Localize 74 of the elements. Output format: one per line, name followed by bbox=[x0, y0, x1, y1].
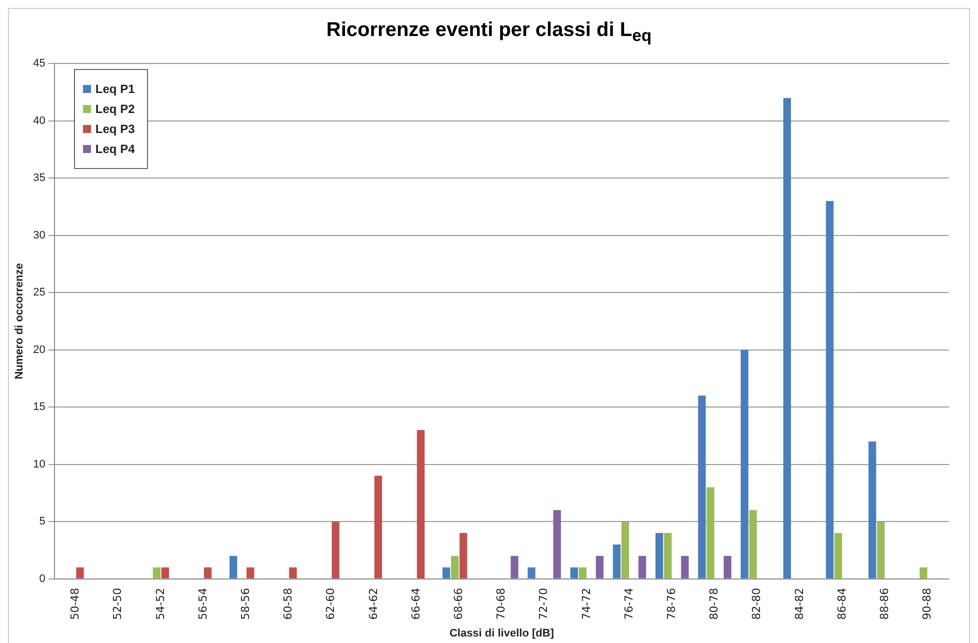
bar bbox=[289, 567, 297, 578]
bar bbox=[698, 396, 706, 578]
y-tick-label: 35 bbox=[33, 172, 46, 184]
bar bbox=[638, 556, 646, 578]
bar bbox=[664, 533, 672, 578]
y-tick-label: 15 bbox=[33, 401, 46, 414]
x-tick-label: 86-84 bbox=[835, 588, 848, 620]
legend-label: Leq P1 bbox=[95, 82, 135, 96]
x-axis-title: Classi di livello [dB] bbox=[449, 627, 554, 640]
bar bbox=[749, 510, 757, 578]
bar bbox=[920, 567, 928, 578]
chart-title: Ricorrenze eventi per classi di L$_{eq}$ bbox=[325, 18, 653, 47]
x-tick-label: 60-58 bbox=[282, 588, 295, 620]
x-tick-label: 82-80 bbox=[750, 588, 764, 620]
x-tick-label: 68-66 bbox=[452, 588, 465, 620]
x-tick-label: 64-62 bbox=[366, 588, 380, 620]
legend-label: Leq P2 bbox=[95, 102, 135, 116]
x-tick-label: 70-68 bbox=[494, 588, 508, 620]
bar bbox=[152, 567, 161, 578]
x-tick-label: 72-70 bbox=[537, 588, 550, 620]
y-tick-label: 20 bbox=[33, 344, 46, 356]
bar bbox=[578, 567, 586, 578]
y-axis-title: Numero di occorrenze bbox=[14, 263, 26, 380]
y-tick-label: 40 bbox=[33, 114, 46, 127]
x-tick-label: 84-82 bbox=[792, 588, 806, 620]
bar bbox=[76, 567, 84, 578]
bar bbox=[451, 556, 459, 578]
bar bbox=[528, 567, 536, 578]
y-tick-label: 10 bbox=[33, 458, 46, 470]
bar bbox=[596, 556, 604, 578]
bar bbox=[783, 98, 791, 578]
bar bbox=[681, 556, 689, 578]
bar bbox=[740, 350, 748, 578]
x-tick-label: 52-50 bbox=[111, 588, 124, 620]
x-tick-label: 54-52 bbox=[154, 588, 167, 620]
bar bbox=[374, 476, 382, 578]
y-tick-label: 30 bbox=[33, 229, 46, 242]
bar bbox=[246, 567, 254, 578]
y-tick-label: 25 bbox=[33, 286, 46, 299]
bar bbox=[877, 522, 885, 578]
x-tick-label: 66-64 bbox=[409, 588, 422, 620]
legend-label: Leq P3 bbox=[95, 122, 135, 136]
y-tick-label: 45 bbox=[33, 58, 46, 70]
x-tick-label: 76-74 bbox=[622, 588, 636, 620]
x-tick-label: 56-54 bbox=[196, 588, 210, 620]
bar bbox=[834, 533, 842, 578]
bar bbox=[656, 533, 664, 578]
bar bbox=[570, 567, 578, 578]
x-tick-label: 74-72 bbox=[580, 588, 593, 620]
bar bbox=[621, 522, 630, 578]
bar bbox=[706, 487, 714, 578]
y-tick-label: 0 bbox=[39, 572, 46, 585]
bar bbox=[230, 556, 238, 578]
bar bbox=[204, 567, 212, 578]
legend-label: Leq P4 bbox=[95, 142, 135, 156]
bar bbox=[553, 510, 561, 578]
bar bbox=[332, 522, 340, 578]
bar bbox=[510, 556, 518, 578]
bar bbox=[460, 533, 468, 578]
x-tick-label: 50-48 bbox=[68, 588, 82, 620]
x-tick-label: 80-78 bbox=[708, 588, 721, 620]
x-tick-label: 88-86 bbox=[878, 588, 891, 620]
bar bbox=[612, 544, 621, 578]
bar bbox=[442, 567, 450, 578]
x-tick-label: 78-76 bbox=[664, 588, 678, 620]
bar bbox=[161, 567, 170, 578]
bar bbox=[416, 430, 425, 578]
bar bbox=[826, 200, 834, 578]
y-tick-label: 5 bbox=[39, 516, 46, 528]
bar bbox=[724, 556, 732, 578]
x-tick-label: 62-60 bbox=[324, 588, 338, 620]
x-tick-label: 90-88 bbox=[920, 588, 934, 620]
x-tick-label: 58-56 bbox=[238, 588, 252, 620]
bar bbox=[868, 441, 876, 578]
